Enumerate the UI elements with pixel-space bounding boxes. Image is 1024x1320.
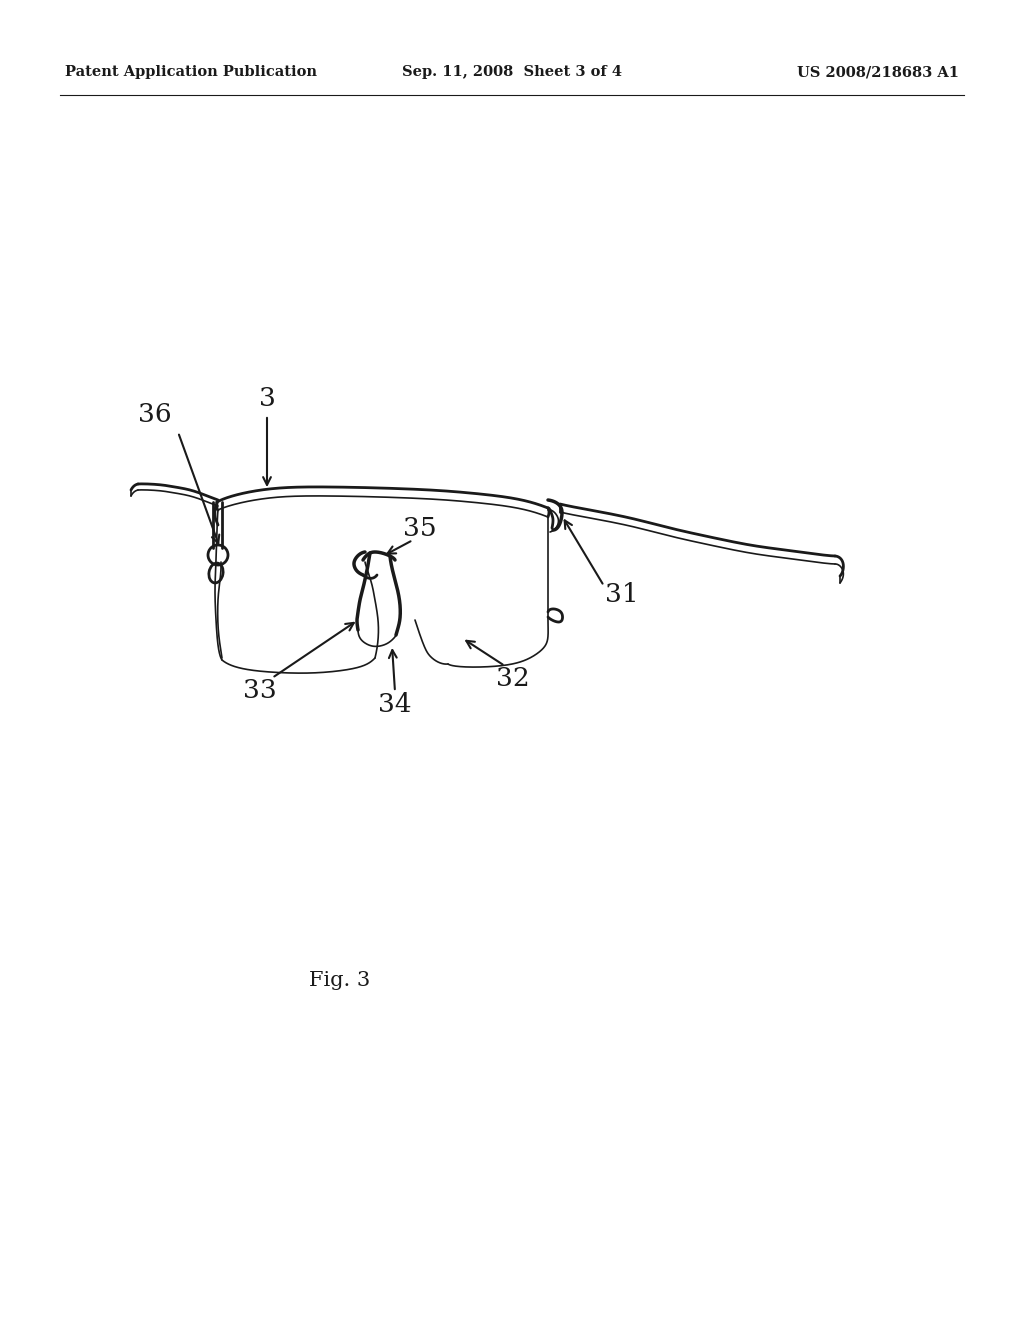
Text: Sep. 11, 2008  Sheet 3 of 4: Sep. 11, 2008 Sheet 3 of 4 (402, 65, 622, 79)
Text: 31: 31 (605, 582, 639, 607)
Text: Fig. 3: Fig. 3 (309, 970, 371, 990)
Text: 3: 3 (259, 385, 275, 411)
Text: 32: 32 (496, 665, 529, 690)
Text: 34: 34 (378, 693, 412, 718)
Text: US 2008/218683 A1: US 2008/218683 A1 (797, 65, 959, 79)
Text: 36: 36 (138, 403, 172, 428)
Text: 35: 35 (403, 516, 437, 540)
Text: Patent Application Publication: Patent Application Publication (65, 65, 317, 79)
Text: 33: 33 (243, 677, 276, 702)
